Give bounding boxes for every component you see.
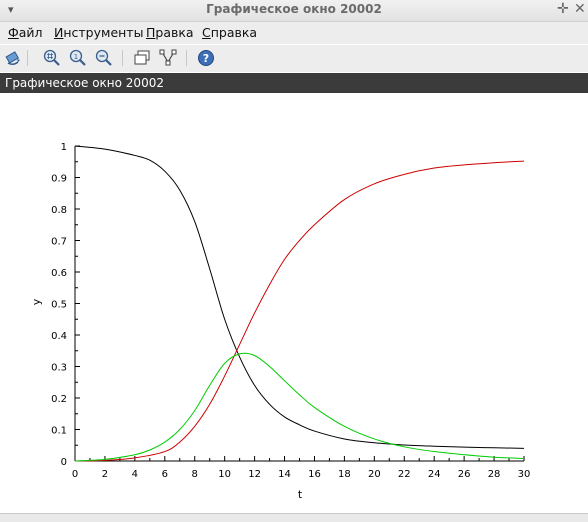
menu-file-mnemonic: Ф	[8, 25, 19, 40]
menu-bar: Файл Инструменты Правка Справка	[0, 22, 588, 44]
menu-edit-mnemonic: П	[146, 25, 156, 40]
y-tick-label: 0	[61, 457, 67, 468]
x-tick-label: 2	[102, 469, 108, 480]
x-tick-label: 22	[398, 469, 411, 480]
windows-icon[interactable]	[133, 49, 151, 67]
menu-help-rest: правка	[210, 25, 258, 40]
plot-canvas[interactable]: 0 2 4 6 8 10 12 14 16 18 20 22 24 26 28 30 0 0.1 0.2 0.3 0.4…	[0, 93, 588, 513]
x-tick-label: 12	[248, 469, 261, 480]
y-axis-label: y	[30, 298, 43, 305]
x-axis-label: t	[298, 488, 303, 501]
x-tick-label: 28	[488, 469, 501, 480]
window-title: Графическое окно 20002	[206, 2, 382, 16]
y-tick-label: 0.3	[51, 363, 67, 374]
y-tick-label: 0.5	[51, 300, 67, 311]
menu-help-mnemonic: С	[202, 25, 211, 40]
pin-icon[interactable]: ✛	[557, 1, 569, 17]
x-tick-label: 0	[72, 469, 78, 480]
menu-file-rest: айл	[18, 25, 43, 40]
plot-svg: 0 2 4 6 8 10 12 14 16 18 20 22 24 26 28 3000.10.20.30.4…	[30, 142, 531, 501]
svg-text:?: ?	[203, 52, 209, 65]
status-bar	[0, 513, 588, 522]
y-tick-label: 0.1	[51, 426, 67, 437]
close-icon[interactable]: ✕	[574, 1, 586, 17]
x-tick-label: 14	[278, 469, 291, 480]
y-tick-label: 0.4	[51, 331, 67, 342]
toolbar-separator	[186, 50, 187, 66]
menu-tools-rest: нструменты	[63, 25, 144, 40]
series-line-0	[74, 145, 525, 449]
zoom-in-icon[interactable]: 1	[69, 49, 87, 67]
x-tick-label: 6	[162, 469, 168, 480]
x-tick-label: 16	[308, 469, 321, 480]
menu-tools[interactable]: Инструменты	[54, 25, 143, 40]
y-tick-label: 0.2	[51, 394, 67, 405]
zoom-grid-icon[interactable]	[43, 49, 61, 67]
toolbar-separator	[27, 50, 28, 66]
menu-help[interactable]: Справка	[202, 25, 257, 40]
title-bar: ▾ Графическое окно 20002 ✛ ✕	[0, 0, 588, 22]
menu-tools-mnemonic: И	[54, 25, 64, 40]
zoom-out-icon[interactable]	[95, 49, 113, 67]
svg-text:1: 1	[74, 53, 78, 61]
x-tick-label: 20	[368, 469, 381, 480]
window-menu-icon[interactable]: ▾	[8, 3, 14, 16]
rotate-icon[interactable]	[4, 49, 22, 67]
series-line-1	[74, 160, 525, 462]
y-tick-label: 1	[61, 142, 67, 153]
x-tick-label: 18	[338, 469, 351, 480]
menu-edit[interactable]: Правка	[146, 25, 194, 40]
x-tick-label: 30	[518, 469, 531, 480]
y-tick-label: 0.6	[51, 268, 67, 279]
x-tick-label: 8	[192, 469, 198, 480]
y-tick-label: 0.7	[51, 237, 67, 248]
x-tick-label: 10	[218, 469, 231, 480]
y-tick-label: 0.9	[51, 174, 67, 185]
figure-label: Графическое окно 20002	[5, 76, 164, 90]
toolbar-separator	[122, 50, 123, 66]
toolbar: 1 ?	[0, 45, 588, 72]
series-line-2	[74, 352, 525, 462]
x-tick-label: 26	[458, 469, 471, 480]
datatip-icon[interactable]	[159, 49, 177, 67]
menu-file[interactable]: Файл	[8, 25, 43, 40]
y-tick-label: 0.8	[51, 205, 67, 216]
help-icon[interactable]: ?	[197, 49, 215, 67]
menu-edit-rest: равка	[155, 25, 194, 40]
figure-label-bar: Графическое окно 20002	[0, 73, 588, 93]
x-tick-label: 24	[428, 469, 441, 480]
x-tick-label: 4	[132, 469, 138, 480]
